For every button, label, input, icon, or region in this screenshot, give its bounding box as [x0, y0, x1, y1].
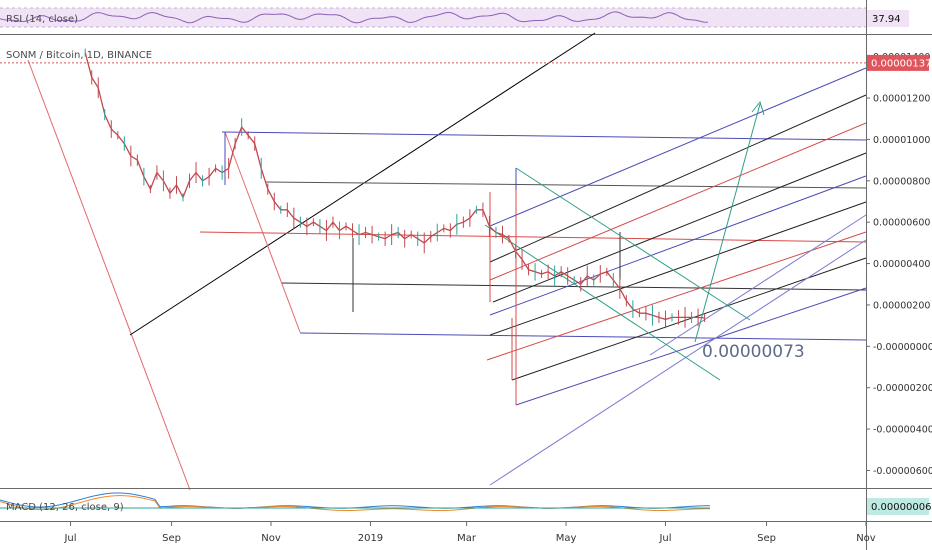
- rsi-value-badge: 37.94: [867, 10, 909, 27]
- time-tick-label: Sep: [757, 533, 776, 544]
- time-tick-label: Nov: [856, 533, 876, 544]
- rsi-band: [0, 8, 866, 27]
- macd-label: MACD (12, 26, close, 9): [6, 502, 124, 513]
- price-tick-label: -0.00000400: [873, 425, 932, 436]
- price-tick-label: 0.00000600: [873, 218, 930, 229]
- trend-line-black: [129, 32, 596, 336]
- time-axis[interactable]: Jul Sep Nov 2019 Mar May Jul Sep Nov: [63, 522, 876, 544]
- level-line: [264, 181, 867, 189]
- rsi-label: RSI (14, close): [6, 14, 78, 25]
- target-arrow: [694, 103, 761, 343]
- drawing-tools: [27, 32, 867, 491]
- price-axis[interactable]: 0.000014000.000012000.000010000.00000800…: [866, 52, 932, 477]
- price-tick-label: 0.00001000: [873, 135, 930, 146]
- rsi-pane: RSI (14, close): [0, 0, 866, 34]
- price-tick-label: -0.00000200: [873, 383, 932, 394]
- price-tick-label: 0.00000200: [873, 300, 930, 311]
- level-line-lower: [281, 282, 867, 291]
- price-tick-label: -0.00000000: [873, 342, 932, 353]
- trend-line-red: [27, 59, 191, 491]
- price-annotation: 0.00000073: [702, 342, 805, 362]
- horizontal-line-bottom: [299, 332, 867, 341]
- main-pane: SONM / Bitcoin, 1D, BINANCE 0.00000073: [0, 32, 867, 491]
- pitchfork-handle: [224, 131, 301, 333]
- svg-text:0.00000006: 0.00000006: [871, 502, 931, 513]
- time-tick-label: Nov: [261, 533, 281, 544]
- horizontal-line-top: [221, 131, 867, 141]
- price-tick-label: 0.00000800: [873, 176, 930, 187]
- price-series: [84, 52, 705, 321]
- price-wicks: [84, 48, 706, 329]
- time-tick-label: Jul: [658, 533, 671, 544]
- time-tick-label: Mar: [457, 533, 477, 544]
- svg-text:0.00000137: 0.00000137: [871, 58, 931, 69]
- macd-value-badge: 0.00000006: [867, 498, 931, 515]
- time-tick-label: May: [556, 533, 577, 544]
- macd-signal-line: [0, 494, 710, 511]
- rsi-line: [0, 11, 709, 24]
- macd-pane: MACD (12, 26, close, 9): [0, 492, 710, 513]
- symbol-title: SONM / Bitcoin, 1D, BINANCE: [6, 50, 152, 61]
- last-price-badge: 0.00000137: [867, 54, 931, 71]
- median-line: [199, 231, 867, 243]
- svg-text:37.94: 37.94: [872, 14, 901, 25]
- time-tick-label: Jul: [63, 533, 76, 544]
- time-tick-label: Sep: [162, 533, 181, 544]
- price-tick-label: 0.00000400: [873, 259, 930, 270]
- price-tick-label: -0.00000600: [873, 466, 932, 477]
- time-tick-label: 2019: [358, 533, 383, 544]
- price-tick-label: 0.00001200: [873, 94, 930, 105]
